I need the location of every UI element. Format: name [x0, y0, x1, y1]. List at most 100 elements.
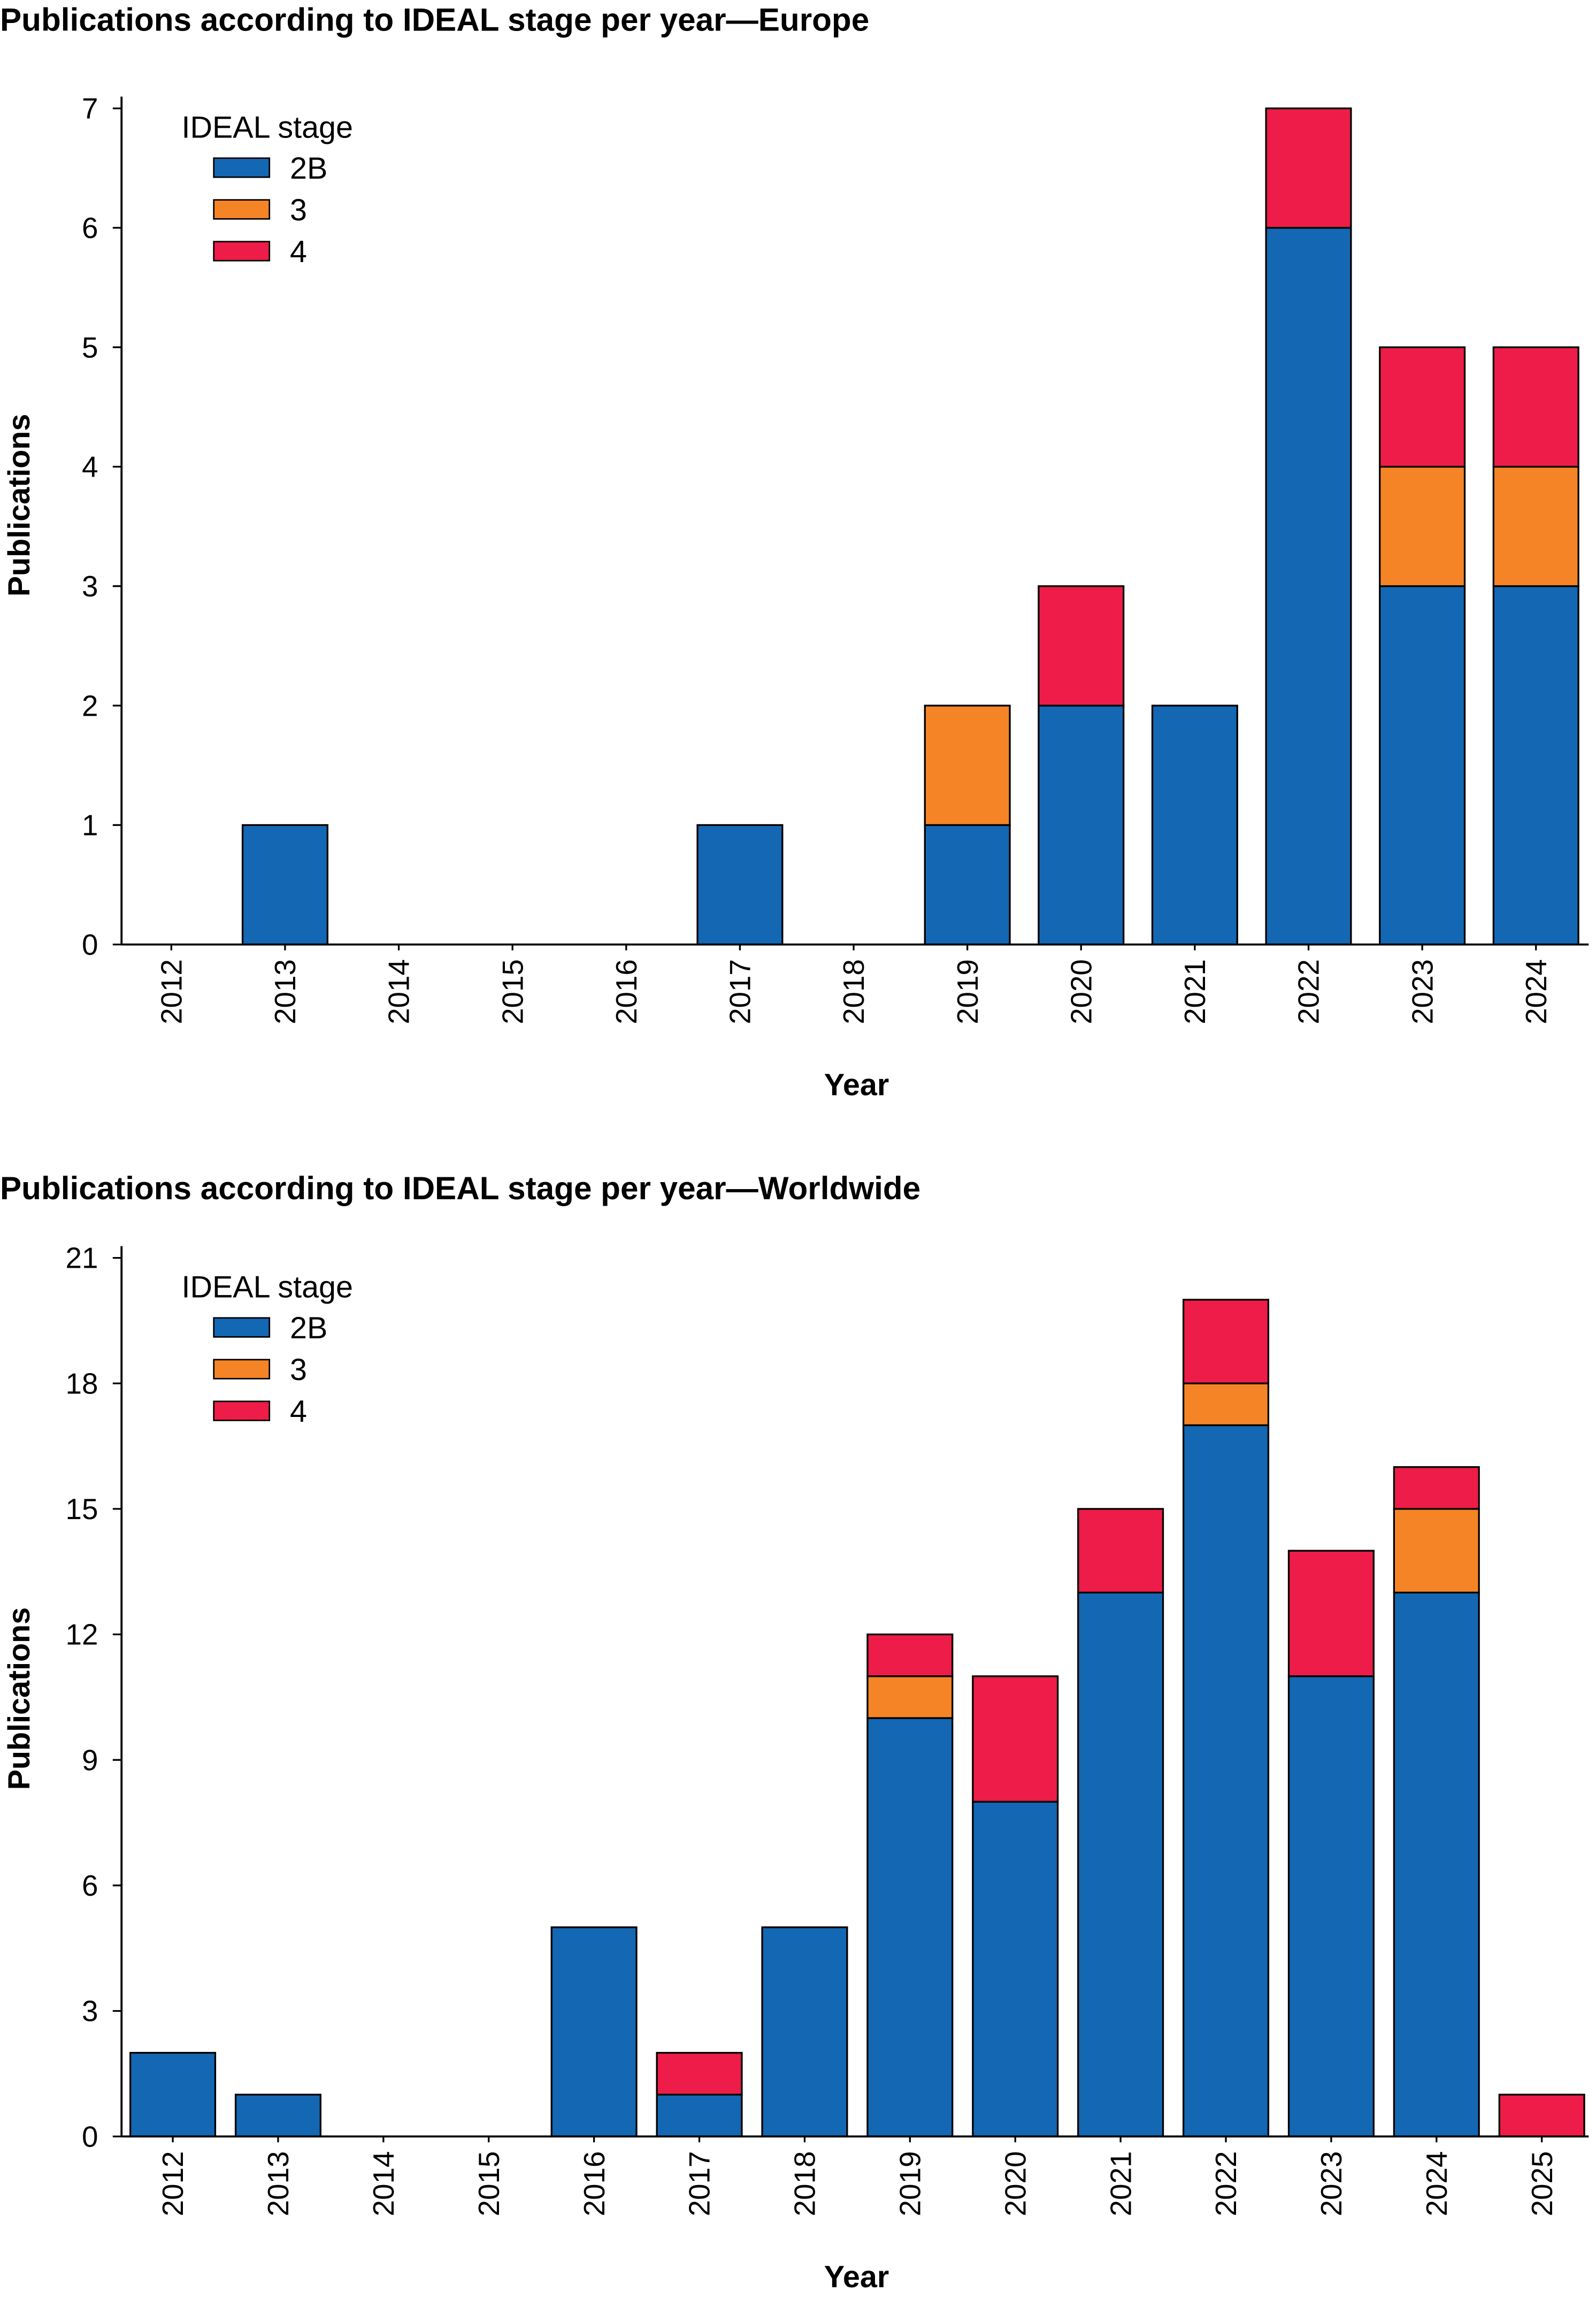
y-axis-label: Publications — [2, 1607, 36, 1790]
x-tick-label: 2012 — [155, 959, 188, 1024]
legend-label: 2B — [290, 1311, 327, 1345]
bar-2022-stage-2B — [1182, 1424, 1270, 2137]
bar-2020-stage-4 — [1038, 585, 1125, 707]
legend-swatch-4 — [213, 1400, 271, 1421]
bar-2024-stage-2B — [1492, 585, 1579, 946]
chart-worldwide: Publications according to IDEAL stage pe… — [0, 1170, 1589, 2294]
bar-2020-stage-2B — [972, 1800, 1059, 2137]
bar-2018-stage-2B — [761, 1926, 848, 2137]
bar-2024-stage-3 — [1393, 1508, 1480, 1593]
legend-swatch-3 — [213, 1359, 271, 1380]
legend-swatch-3 — [213, 199, 271, 220]
bar-2021-stage-2B — [1077, 1591, 1164, 2137]
bar-2024-stage-3 — [1492, 465, 1579, 587]
bar-2023-stage-2B — [1287, 1675, 1375, 2137]
legend-label: 3 — [290, 1353, 307, 1387]
bar-2016-stage-2B — [550, 1926, 638, 2137]
y-tick-label: 21 — [66, 1242, 98, 1275]
x-tick-label: 2013 — [268, 959, 302, 1024]
x-tick-label: 2013 — [262, 2151, 295, 2217]
bar-2022-stage-4 — [1182, 1299, 1270, 1384]
x-tick-label: 2019 — [951, 959, 984, 1024]
x-tick-label: 2021 — [1178, 959, 1211, 1024]
legend-title: IDEAL stage — [181, 110, 353, 144]
x-tick-label: 2016 — [610, 959, 643, 1024]
bar-2019-stage-3 — [866, 1675, 954, 1719]
bar-2023-stage-4 — [1379, 346, 1466, 468]
x-tick-label: 2023 — [1315, 2151, 1348, 2217]
bar-2017-stage-2B — [696, 824, 784, 946]
x-axis-label: Year — [824, 1068, 889, 1102]
bar-2022-stage-4 — [1265, 107, 1352, 229]
bar-2021-stage-4 — [1077, 1508, 1164, 1593]
chart-title: Publications according to IDEAL stage pe… — [0, 1170, 920, 1206]
bar-2017-stage-4 — [656, 2052, 743, 2096]
legend-swatch-2B — [213, 157, 271, 178]
x-tick-label: 2020 — [1064, 959, 1098, 1024]
x-tick-label: 2012 — [156, 2151, 189, 2217]
bar-2019-stage-4 — [866, 1633, 954, 1677]
x-tick-label: 2023 — [1406, 959, 1439, 1024]
y-tick-label: 9 — [82, 1743, 98, 1776]
y-tick-label: 6 — [82, 1869, 98, 1902]
y-tick-label: 4 — [82, 450, 98, 484]
chart-title: Publications according to IDEAL stage pe… — [0, 1, 869, 37]
x-axis-label: Year — [824, 2260, 889, 2294]
bar-2019-stage-2B — [866, 1717, 954, 2137]
bar-2021-stage-2B — [1151, 704, 1238, 946]
legend-swatch-2B — [213, 1317, 271, 1338]
x-tick-label: 2017 — [683, 2151, 716, 2217]
x-tick-label: 2016 — [578, 2151, 611, 2217]
y-tick-label: 18 — [66, 1367, 98, 1400]
x-tick-label: 2015 — [472, 2151, 505, 2217]
legend-label: 3 — [290, 193, 307, 227]
y-tick-label: 0 — [82, 928, 98, 961]
x-tick-label: 2018 — [788, 2151, 822, 2217]
x-tick-label: 2022 — [1292, 959, 1325, 1024]
x-tick-label: 2024 — [1420, 2151, 1453, 2217]
y-tick-label: 7 — [82, 92, 98, 125]
legend-title: IDEAL stage — [181, 1270, 353, 1304]
x-tick-label: 2025 — [1525, 2151, 1559, 2217]
y-tick-label: 15 — [66, 1492, 98, 1526]
bar-2017-stage-2B — [656, 2094, 743, 2137]
bar-2013-stage-2B — [234, 2094, 321, 2137]
bar-2013-stage-2B — [241, 824, 328, 946]
x-tick-label: 2022 — [1209, 2151, 1242, 2217]
x-tick-label: 2020 — [999, 2151, 1032, 2217]
x-tick-label: 2014 — [382, 959, 416, 1024]
y-tick-label: 2 — [82, 689, 98, 722]
y-tick-label: 6 — [82, 211, 98, 244]
bar-2022-stage-3 — [1182, 1382, 1270, 1427]
y-tick-label: 3 — [82, 1995, 98, 2028]
x-tick-label: 2014 — [367, 2151, 400, 2217]
y-tick-label: 0 — [82, 2120, 98, 2153]
x-tick-label: 2024 — [1520, 959, 1553, 1024]
bar-2023-stage-3 — [1379, 465, 1466, 587]
bar-2012-stage-2B — [129, 2052, 217, 2137]
y-axis-label: Publications — [2, 414, 36, 597]
bar-2024-stage-4 — [1393, 1466, 1480, 1510]
x-tick-label: 2021 — [1104, 2151, 1137, 2217]
legend-swatch-4 — [213, 241, 271, 262]
y-tick-label: 1 — [82, 809, 98, 842]
legend-label: 4 — [290, 1394, 307, 1429]
bar-2023-stage-4 — [1287, 1550, 1375, 1677]
bar-2020-stage-4 — [972, 1675, 1059, 1803]
bar-2019-stage-2B — [924, 824, 1011, 946]
bar-2022-stage-2B — [1265, 227, 1352, 946]
chart-europe: Publications according to IDEAL stage pe… — [0, 1, 1589, 1102]
y-tick-label: 5 — [82, 331, 98, 364]
x-tick-label: 2019 — [893, 2151, 926, 2217]
x-tick-label: 2015 — [496, 959, 529, 1024]
bar-2024-stage-4 — [1492, 346, 1579, 468]
bar-2023-stage-2B — [1379, 585, 1466, 946]
y-tick-label: 3 — [82, 570, 98, 603]
bar-2024-stage-2B — [1393, 1591, 1480, 2137]
bar-2020-stage-2B — [1038, 704, 1125, 946]
bar-2019-stage-3 — [924, 704, 1011, 826]
y-tick-label: 12 — [66, 1618, 98, 1651]
legend-label: 4 — [290, 235, 307, 269]
x-tick-label: 2018 — [837, 959, 870, 1024]
